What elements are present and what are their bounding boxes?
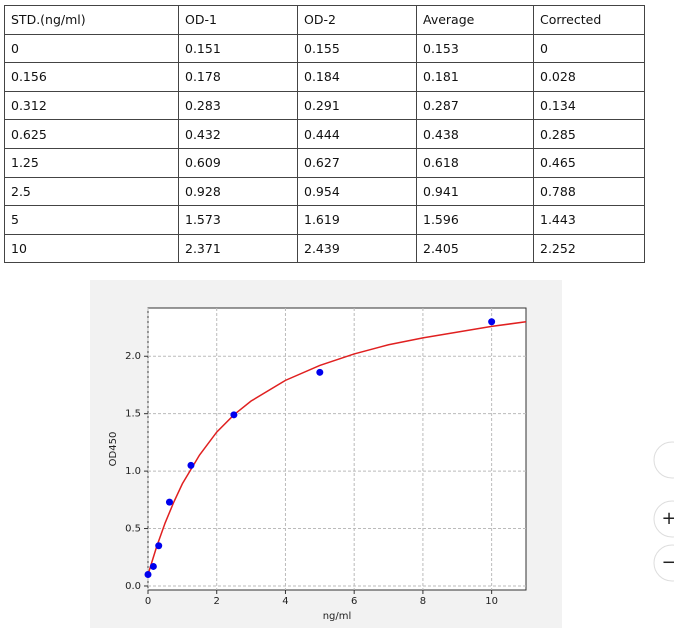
table-row: 0 0.151 0.155 0.153 0	[4, 33, 645, 64]
table-cell: 0.155	[297, 33, 417, 64]
table-cell: 0.432	[178, 119, 298, 149]
table-cell: 2.405	[416, 233, 534, 264]
data-point	[155, 542, 163, 550]
data-point	[187, 461, 195, 469]
table-row: 0.312 0.283 0.291 0.287 0.134	[4, 90, 645, 121]
table-cell: 2.252	[533, 233, 645, 264]
data-point	[149, 562, 157, 570]
table-cell: OD-1	[178, 5, 298, 35]
y-tick-label: 1.5	[125, 409, 141, 420]
table-cell: 0.444	[297, 119, 417, 149]
zoom-out-icon[interactable]: −	[661, 552, 674, 573]
zoom-out-button[interactable]	[653, 544, 674, 582]
data-point	[144, 570, 152, 578]
y-tick-label: 0.0	[125, 581, 141, 592]
table-row: 10 2.371 2.439 2.405 2.252	[4, 233, 645, 264]
table-row: 0.156 0.178 0.184 0.181 0.028	[4, 62, 645, 92]
fit-button[interactable]	[653, 441, 674, 479]
table-cell: 10	[4, 233, 179, 264]
table-cell: 0.438	[416, 119, 534, 149]
data-point	[165, 498, 173, 506]
table-cell: 2.371	[178, 233, 298, 264]
fit-curve	[147, 321, 527, 575]
data-point	[316, 368, 324, 376]
plot-area	[147, 307, 527, 591]
x-tick-label: 6	[351, 596, 357, 607]
y-tick-label: 2.0	[125, 351, 141, 362]
table-cell: 0.465	[533, 147, 645, 178]
table-cell: 2.439	[297, 233, 417, 264]
data-point	[230, 411, 238, 419]
header-row: STD.(ng/ml) OD-1 OD-2 Average Corrected	[4, 5, 645, 35]
table-cell: 0.788	[533, 176, 645, 207]
table-row: 1.25 0.609 0.627 0.618 0.465	[4, 147, 645, 178]
x-tick-label: 10	[485, 596, 498, 607]
table-cell: 0.618	[416, 147, 534, 178]
zoom-in-icon[interactable]: +	[661, 508, 674, 529]
table-cell: 0.941	[416, 176, 534, 207]
table-cell: 0.287	[416, 90, 534, 121]
table-row: 0.625 0.432 0.444 0.438 0.285	[4, 119, 645, 149]
y-tick-label: 1.0	[125, 466, 141, 477]
table-cell: 0.151	[178, 33, 298, 64]
table-cell: Average	[416, 5, 534, 35]
table-row: 5 1.573 1.619 1.596 1.443	[4, 205, 645, 235]
table-cell: 0.625	[4, 119, 179, 149]
table-row: 2.5 0.928 0.954 0.941 0.788	[4, 176, 645, 207]
data-table: STD.(ng/ml) OD-1 OD-2 Average Corrected 0 0.15…	[4, 5, 645, 264]
table-cell: 0.181	[416, 62, 534, 92]
side-controls: + −	[653, 441, 674, 582]
table-cell: 1.443	[533, 205, 645, 235]
y-axis-label: OD450	[108, 432, 119, 467]
x-tick-label: 2	[214, 596, 220, 607]
table-cell: STD.(ng/ml)	[4, 5, 179, 35]
x-tick-label: 8	[420, 596, 426, 607]
table-cell: 0.283	[178, 90, 298, 121]
zoom-in-button[interactable]	[653, 500, 674, 538]
x-axis-label: ng/ml	[323, 611, 352, 622]
y-tick-label: 0.5	[125, 524, 141, 535]
table-cell: Corrected	[533, 5, 645, 35]
x-tick-label: 4	[282, 596, 288, 607]
table-cell: 1.619	[297, 205, 417, 235]
data-point	[488, 318, 496, 326]
table-cell: 0.156	[4, 62, 179, 92]
table-cell: 1.573	[178, 205, 298, 235]
table-cell: 0.627	[297, 147, 417, 178]
x-tick-label: 0	[145, 596, 151, 607]
